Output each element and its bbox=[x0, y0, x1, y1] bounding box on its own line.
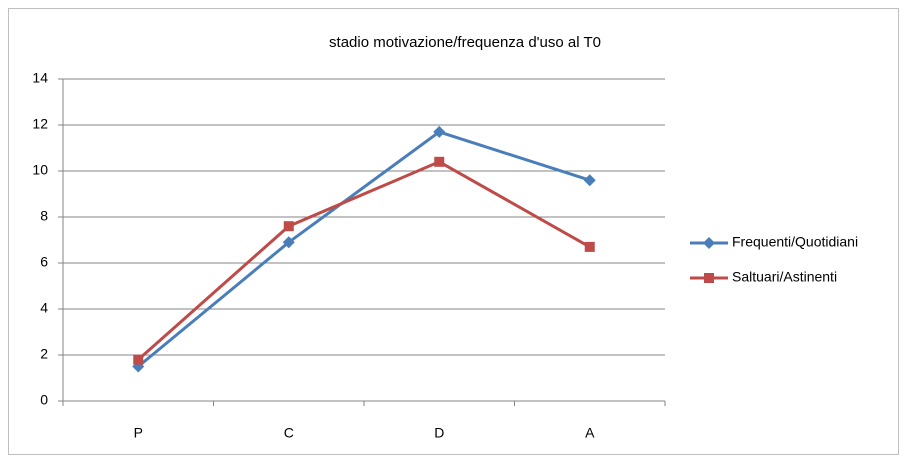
x-tick-label: P bbox=[134, 425, 143, 441]
y-tick-label: 8 bbox=[40, 208, 48, 224]
marker bbox=[583, 174, 596, 187]
chart-title: stadio motivazione/frequenza d'uso al T0 bbox=[329, 34, 601, 51]
marker bbox=[433, 125, 446, 138]
y-tick-label: 12 bbox=[32, 116, 48, 132]
series-line bbox=[137, 160, 591, 361]
chart-frame bbox=[8, 8, 899, 455]
marker bbox=[584, 241, 595, 252]
y-tick-label: 0 bbox=[40, 392, 48, 408]
y-tick-label: 4 bbox=[40, 300, 48, 316]
series-line bbox=[137, 130, 591, 368]
marker bbox=[133, 354, 144, 365]
legend-label: Saltuari/Astinenti bbox=[732, 269, 837, 285]
y-tick-label: 10 bbox=[32, 162, 48, 178]
marker bbox=[282, 236, 295, 249]
y-tick-label: 14 bbox=[32, 70, 48, 86]
marker bbox=[283, 221, 294, 232]
y-tick-label: 2 bbox=[40, 346, 48, 362]
legend-marker bbox=[703, 237, 715, 249]
x-tick-label: D bbox=[434, 425, 444, 441]
legend-marker bbox=[704, 273, 714, 283]
x-tick-label: C bbox=[284, 425, 294, 441]
x-tick-label: A bbox=[585, 425, 595, 441]
y-tick-label: 6 bbox=[40, 254, 48, 270]
legend-label: Frequenti/Quotidiani bbox=[732, 234, 858, 250]
marker bbox=[434, 156, 445, 167]
